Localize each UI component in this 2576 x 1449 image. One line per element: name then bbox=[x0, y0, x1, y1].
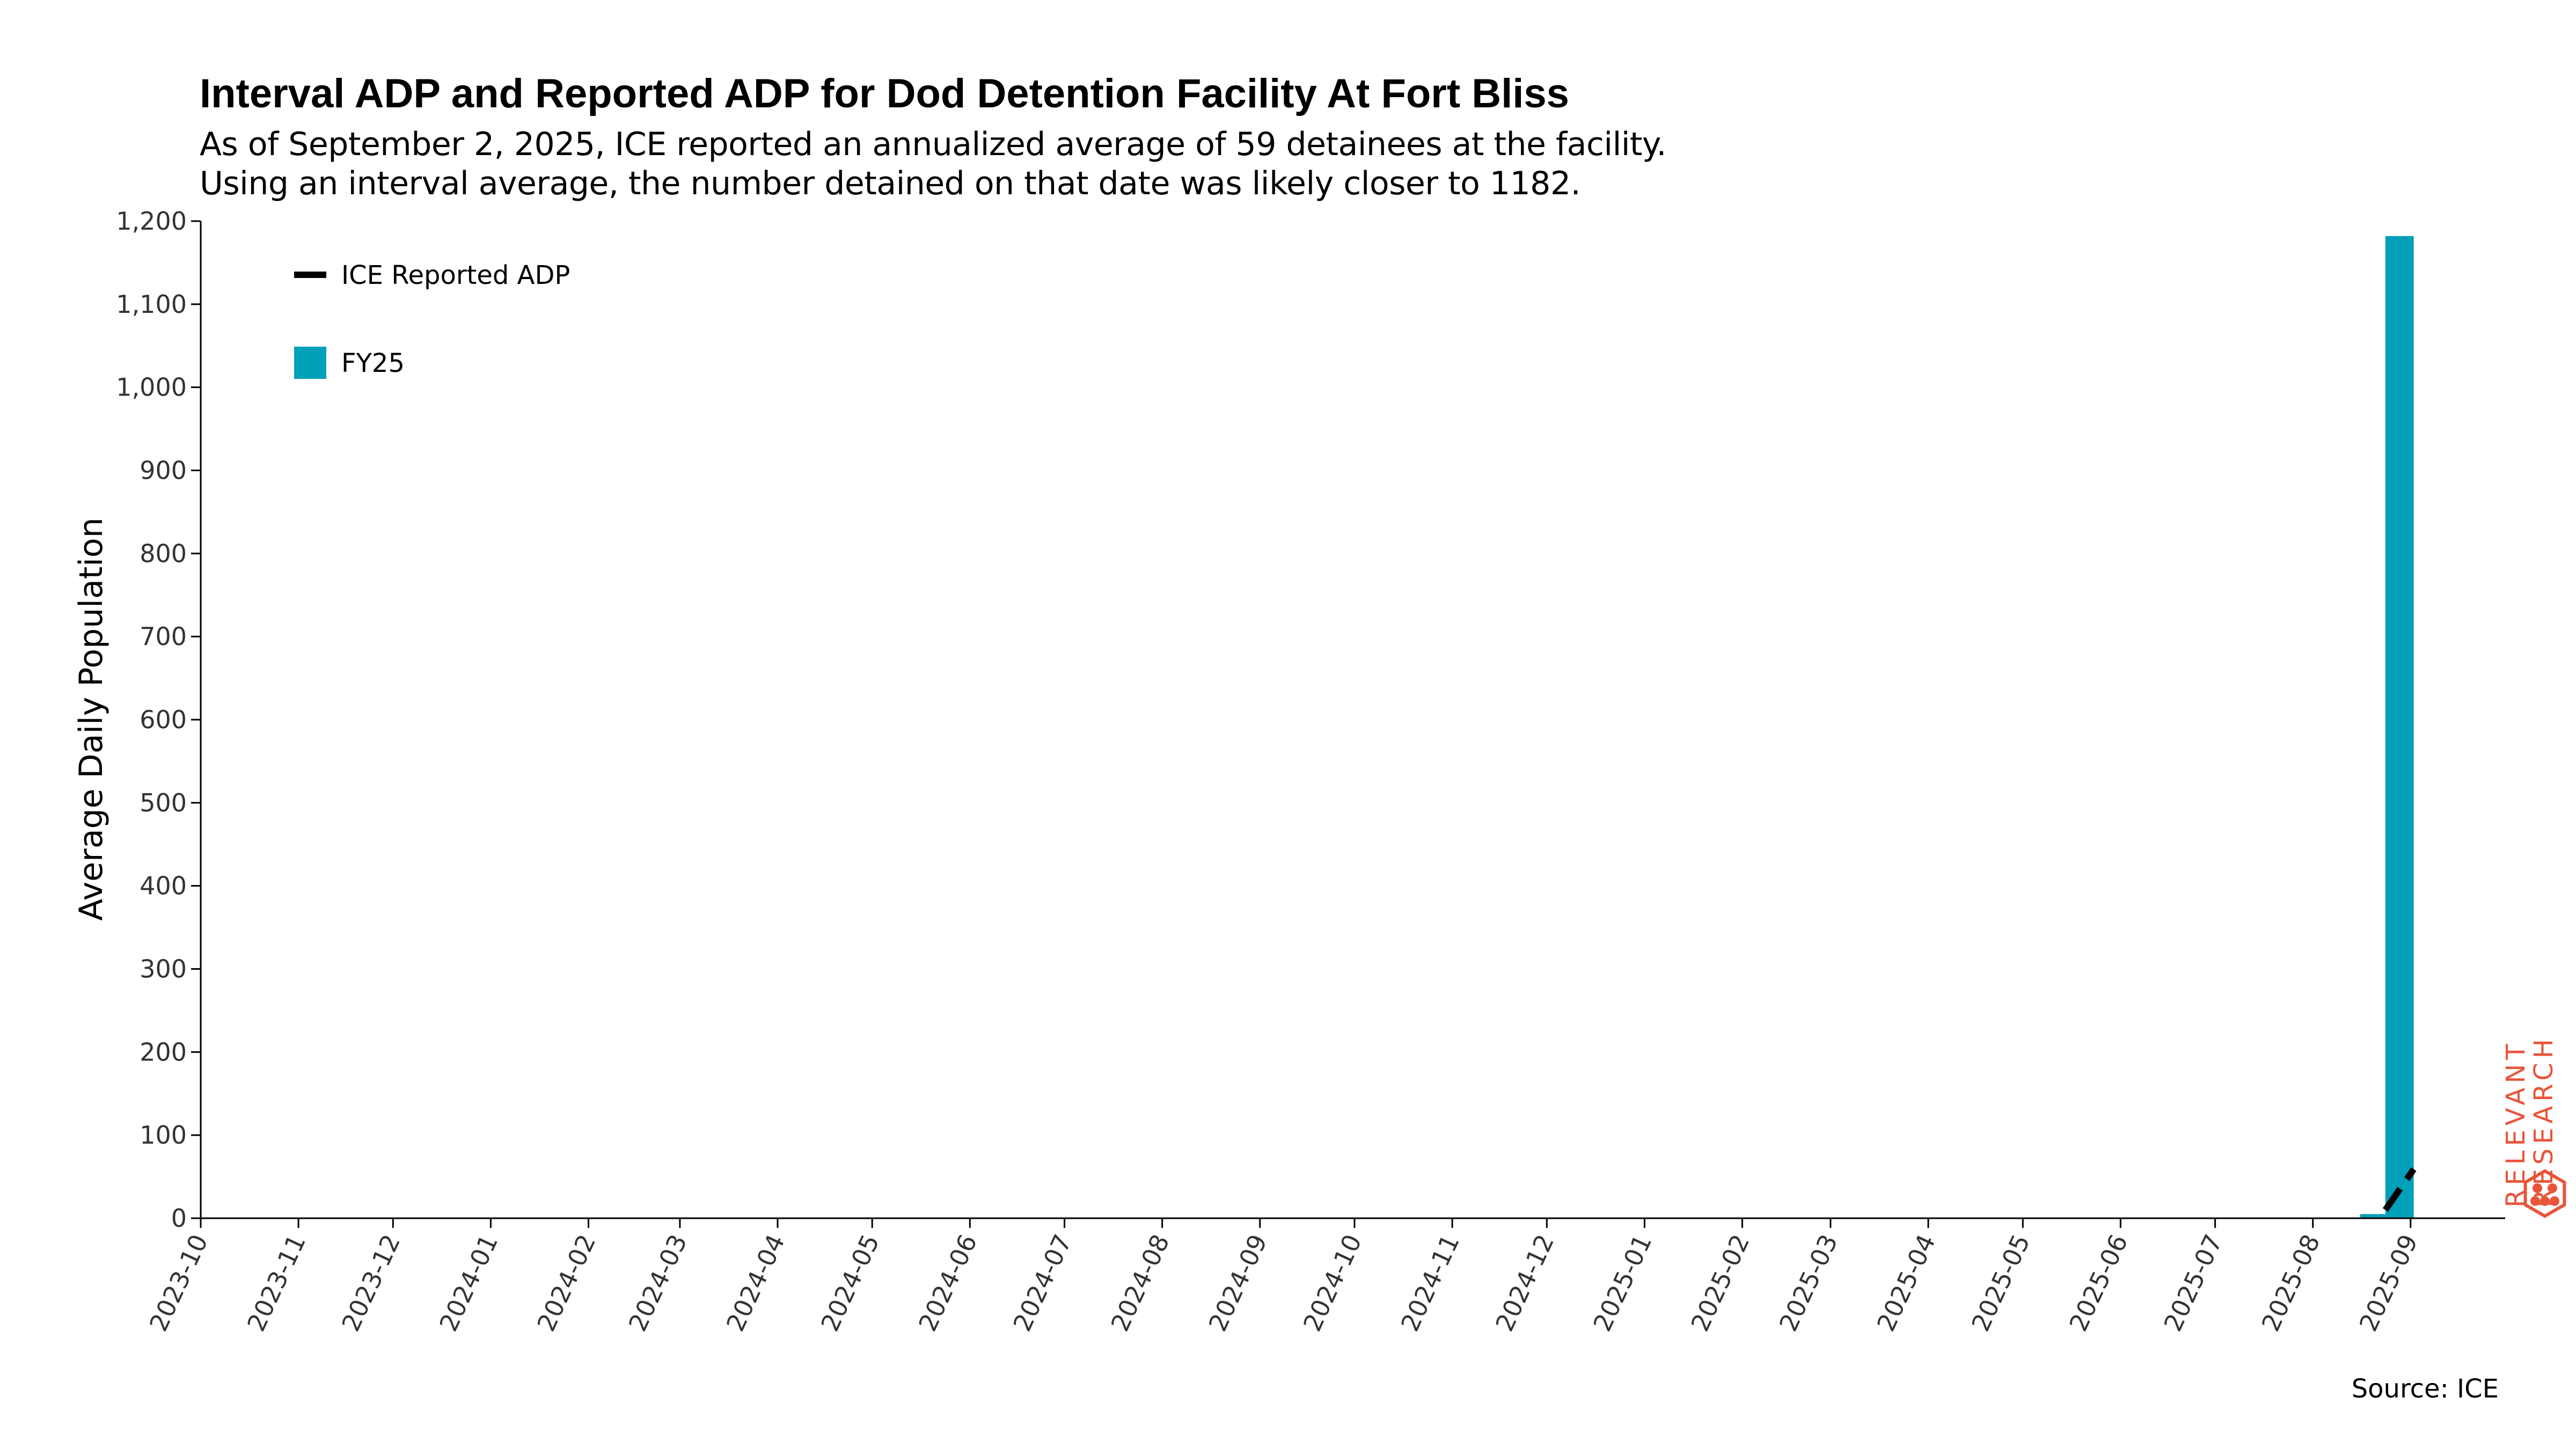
y-tick-label: 1,100 bbox=[116, 290, 187, 319]
x-tick-label: 2024-03 bbox=[623, 1230, 693, 1336]
y-tick-label: 1,000 bbox=[116, 373, 187, 402]
bar-series bbox=[2360, 236, 2414, 1218]
y-tick-label: 400 bbox=[140, 872, 187, 901]
y-tick-label: 700 bbox=[140, 622, 187, 651]
logo-dot bbox=[2533, 1183, 2542, 1193]
x-tick-label: 2025-09 bbox=[2354, 1230, 2424, 1336]
logo-dot bbox=[2550, 1196, 2559, 1206]
x-tick-label: 2024-02 bbox=[531, 1230, 601, 1336]
y-tick-label: 300 bbox=[140, 955, 187, 984]
y-tick-label: 800 bbox=[140, 539, 187, 568]
y-tick-label: 1,200 bbox=[116, 207, 187, 236]
y-axis-ticks: 0 100 200 300 400 500 600 700 800 900 1,000 1,100 1,… bbox=[116, 207, 201, 1233]
x-tick-label: 2025-06 bbox=[2063, 1230, 2133, 1336]
chart-subtitle-line-2: Using an interval average, the number de… bbox=[200, 165, 1581, 202]
relevant-research-logo-icon bbox=[2523, 1169, 2566, 1218]
x-tick-label: 2023-10 bbox=[144, 1230, 214, 1336]
y-axis-label: Average Daily Population bbox=[72, 517, 110, 921]
x-tick-label: 2024-06 bbox=[913, 1230, 983, 1336]
chart-subtitle-line-1: As of September 2, 2025, ICE reported an… bbox=[200, 126, 1666, 163]
legend-bar-swatch bbox=[294, 347, 326, 379]
x-tick-label: 2023-12 bbox=[336, 1230, 406, 1336]
logo-text-research: RESEARCH bbox=[2529, 1035, 2559, 1208]
legend: ICE Reported ADP FY25 bbox=[294, 260, 570, 379]
x-tick-label: 2024-05 bbox=[815, 1230, 885, 1336]
x-tick-label: 2024-07 bbox=[1007, 1230, 1077, 1336]
x-tick-label: 2025-08 bbox=[2256, 1230, 2325, 1336]
y-tick-label: 600 bbox=[140, 705, 187, 734]
bar bbox=[2360, 1214, 2385, 1218]
line-series bbox=[2382, 1167, 2417, 1212]
x-tick-label: 2025-05 bbox=[1966, 1230, 2036, 1336]
logo-dot bbox=[2530, 1196, 2540, 1206]
x-tick-label: 2024-04 bbox=[721, 1230, 791, 1336]
y-tick-label: 500 bbox=[140, 788, 187, 817]
logo-dot bbox=[2548, 1183, 2557, 1193]
ice-reported-adp-line bbox=[2382, 1167, 2417, 1212]
x-tick-label: 2024-11 bbox=[1395, 1230, 1465, 1336]
bar bbox=[2385, 236, 2414, 1218]
x-tick-label: 2024-08 bbox=[1105, 1230, 1175, 1336]
x-tick-label: 2024-10 bbox=[1298, 1230, 1367, 1336]
x-tick-label: 2025-01 bbox=[1587, 1230, 1657, 1336]
chart-title: Interval ADP and Reported ADP for Dod De… bbox=[200, 71, 1569, 116]
x-axis-ticks: 2023-10 2023-11 2023-12 2024-01 2024-02 2024-… bbox=[144, 1218, 2424, 1336]
x-tick-label: 2025-02 bbox=[1685, 1230, 1755, 1336]
logo-text-relevant: RELEVANT bbox=[2501, 1040, 2531, 1208]
source-note: Source: ICE bbox=[2351, 1374, 2499, 1404]
x-tick-label: 2024-09 bbox=[1203, 1230, 1273, 1336]
y-tick-label: 200 bbox=[140, 1037, 187, 1066]
legend-label: FY25 bbox=[341, 348, 405, 378]
x-tick-label: 2024-01 bbox=[434, 1230, 503, 1336]
legend-label: ICE Reported ADP bbox=[341, 260, 570, 290]
y-tick-label: 900 bbox=[140, 456, 187, 485]
x-tick-label: 2023-11 bbox=[241, 1230, 311, 1336]
logo-hexagon bbox=[2523, 1169, 2566, 1218]
x-tick-label: 2025-07 bbox=[2158, 1230, 2228, 1336]
x-tick-label: 2025-03 bbox=[1774, 1230, 1843, 1336]
x-tick-label: 2024-12 bbox=[1490, 1230, 1560, 1336]
y-tick-label: 0 bbox=[171, 1204, 187, 1233]
y-tick-label: 100 bbox=[140, 1121, 187, 1150]
x-tick-label: 2025-04 bbox=[1871, 1230, 1941, 1336]
logo-dot bbox=[2540, 1196, 2550, 1206]
